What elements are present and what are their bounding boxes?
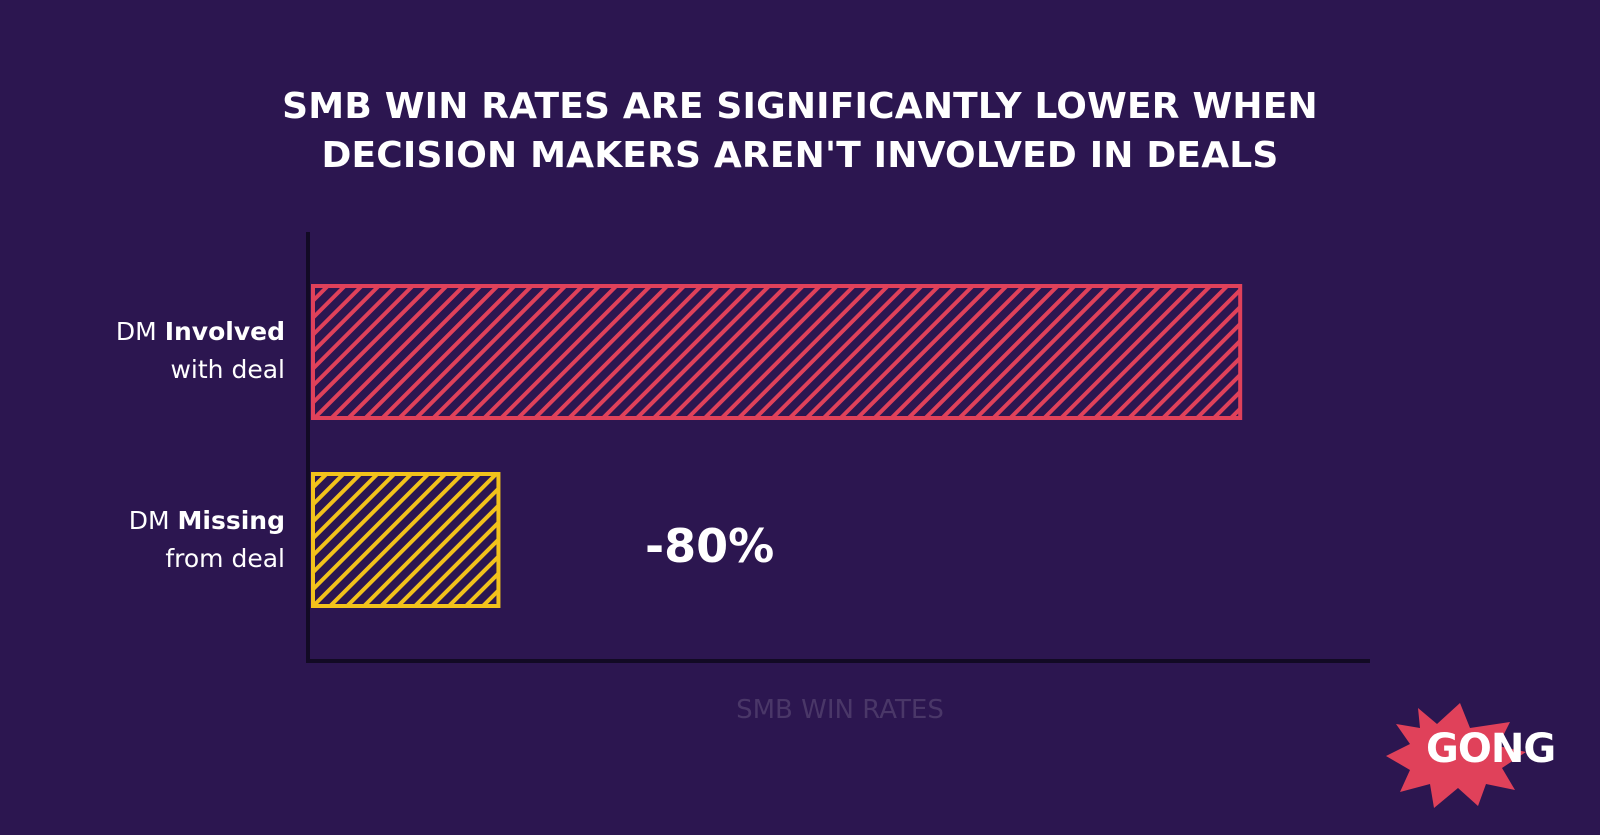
bars-group — [311, 284, 1243, 608]
x-axis-title: SMB WIN RATES — [736, 695, 944, 725]
bar-dm-involved — [311, 284, 1243, 420]
chart-title-line-1: SMB WIN RATES ARE SIGNIFICANTLY LOWER WH… — [282, 86, 1318, 127]
category-label-line2: from deal — [165, 544, 285, 573]
category-label-line2: with deal — [170, 355, 285, 384]
category-label-dm-missing: DM Missing from deal — [129, 502, 285, 578]
gong-logo-text: GONG — [1426, 726, 1556, 772]
gong-logo-burst — [1386, 703, 1526, 808]
bar-dm-missing — [311, 472, 501, 608]
category-label-prefix: DM — [128, 506, 178, 535]
category-label-emphasis: Involved — [164, 317, 285, 346]
chart-title-line-2: DECISION MAKERS AREN'T INVOLVED IN DEALS — [321, 135, 1279, 176]
chart-title: SMB WIN RATES ARE SIGNIFICANTLY LOWER WH… — [0, 82, 1600, 180]
bar-annotation-decrease: -80% — [645, 519, 775, 573]
category-label-emphasis: Missing — [177, 506, 285, 535]
category-label-dm-involved: DM Involved with deal — [116, 313, 285, 389]
category-label-prefix: DM — [115, 317, 165, 346]
